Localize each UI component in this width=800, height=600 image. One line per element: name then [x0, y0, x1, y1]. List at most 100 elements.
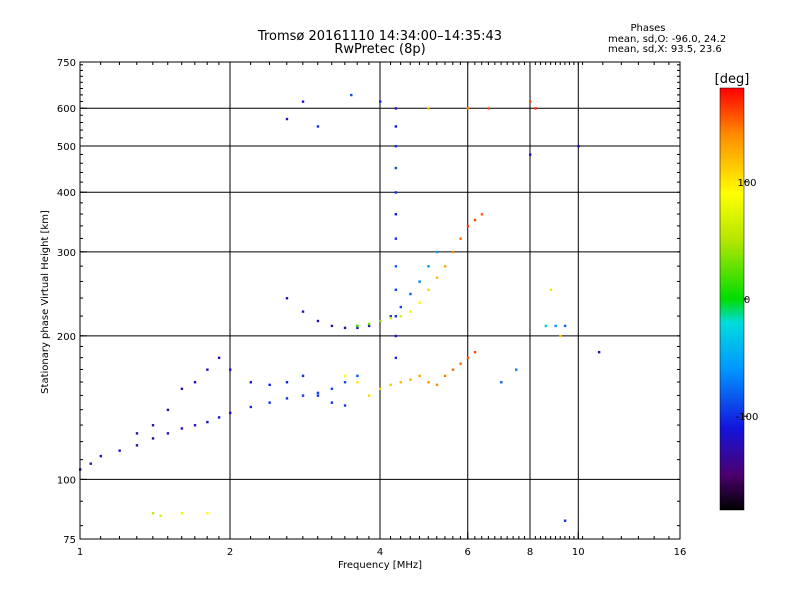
data-point [285, 117, 289, 121]
data-point [529, 100, 532, 103]
data-point [500, 381, 503, 384]
data-point [563, 324, 567, 328]
data-point [285, 297, 289, 300]
data-point [151, 437, 155, 440]
data-point [418, 301, 421, 304]
y-tick-label: 400 [57, 188, 76, 199]
colorbar-tick-label: -100 [736, 412, 759, 423]
data-point [466, 356, 470, 360]
chart-subtitle: RwPretec (8p) [334, 42, 425, 57]
data-point [466, 224, 470, 228]
data-point [159, 514, 162, 517]
y-tick-label: 75 [63, 535, 76, 546]
data-point [229, 411, 232, 415]
x-tick-label: 16 [674, 547, 687, 558]
data-point [135, 444, 139, 447]
data-point [118, 449, 121, 452]
data-point [343, 326, 347, 330]
data-point [451, 250, 455, 254]
data-point [206, 512, 209, 515]
x-axis-label: Frequency [MHz] [338, 560, 422, 571]
data-point [301, 310, 305, 313]
data-point [389, 383, 392, 387]
data-point [435, 383, 439, 387]
data-point [316, 394, 320, 397]
y-tick-label: 750 [57, 58, 76, 69]
data-point [443, 265, 447, 268]
data-point [268, 401, 271, 404]
data-point [394, 191, 398, 194]
data-point [316, 319, 320, 323]
data-point [316, 391, 320, 395]
data-point [343, 374, 347, 378]
x-tick-label: 8 [527, 547, 533, 558]
colorbar-label: [deg] [715, 72, 750, 87]
data-point [193, 381, 197, 384]
data-point [394, 265, 398, 268]
data-point [356, 326, 359, 330]
y-tick-label: 500 [57, 142, 76, 153]
y-tick-label: 100 [57, 475, 76, 486]
data-point [459, 237, 462, 240]
data-point [559, 334, 562, 338]
data-point [459, 362, 462, 365]
phase-annotation-o: mean, sd,O: -96.0, 24.2 [608, 34, 726, 45]
data-point [330, 324, 334, 328]
data-point [529, 153, 532, 156]
data-point [166, 408, 170, 412]
data-point [389, 316, 392, 320]
colorbar [720, 88, 744, 510]
data-point [451, 368, 455, 371]
y-tick-label: 600 [57, 104, 76, 115]
data-point [394, 213, 398, 216]
colorbar-tick-label: 100 [737, 178, 756, 189]
y-axis-label: Stationary phase Virtual Height [km] [40, 210, 51, 394]
data-point [379, 387, 382, 391]
data-point [180, 387, 184, 391]
data-point [394, 144, 398, 148]
data-point [394, 125, 398, 128]
data-point [367, 324, 371, 328]
data-point [409, 378, 412, 381]
data-point [394, 334, 398, 338]
data-point [409, 292, 412, 296]
data-point [356, 374, 359, 378]
data-point [394, 315, 398, 318]
data-point [597, 350, 601, 354]
data-point [534, 107, 537, 110]
data-point [249, 405, 253, 409]
data-point [418, 374, 421, 378]
data-point [480, 213, 484, 216]
data-point [367, 394, 371, 397]
data-point [399, 305, 403, 309]
data-point [285, 381, 289, 384]
data-point [394, 356, 398, 360]
data-point [544, 324, 548, 328]
data-point [554, 324, 557, 328]
data-point [409, 310, 412, 313]
data-point [515, 368, 518, 371]
x-tick-label: 2 [227, 547, 233, 558]
data-point [399, 381, 403, 384]
data-point [473, 218, 477, 222]
data-point [563, 519, 567, 522]
data-point [549, 288, 553, 291]
data-point [206, 368, 209, 371]
x-tick-label: 4 [377, 547, 383, 558]
data-point [356, 324, 359, 328]
data-point [350, 93, 353, 97]
data-point [316, 125, 320, 128]
data-point [435, 250, 439, 254]
data-point [217, 356, 221, 360]
data-point [99, 454, 103, 458]
data-point [399, 315, 403, 318]
data-point [427, 288, 430, 291]
data-point [343, 381, 347, 384]
data-point [466, 107, 470, 110]
x-tick-label: 6 [465, 547, 471, 558]
data-point [379, 100, 382, 103]
data-point [206, 420, 209, 424]
data-point [394, 288, 398, 291]
data-point [418, 280, 421, 283]
